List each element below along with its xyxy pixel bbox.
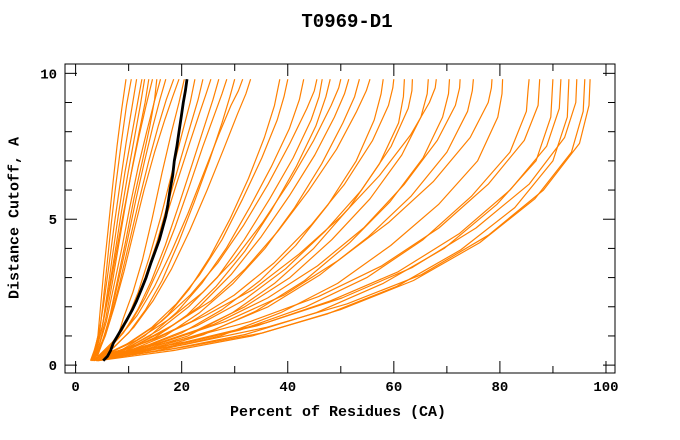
model-curve	[96, 78, 180, 357]
model-curve	[98, 79, 570, 362]
x-tick-label: 40	[279, 380, 296, 396]
model-curve	[97, 79, 323, 360]
model-curve	[101, 79, 586, 360]
model-curve	[96, 79, 405, 362]
model-curve	[97, 79, 504, 362]
highlight-curve	[102, 79, 189, 362]
model-curve	[100, 79, 318, 357]
model-curve	[92, 79, 132, 360]
y-tick-label: 5	[49, 213, 57, 229]
x-tick-label: 100	[593, 380, 618, 396]
model-curve	[97, 79, 451, 362]
model-curve	[102, 79, 591, 359]
model-curve	[94, 79, 252, 360]
model-curve	[100, 79, 413, 359]
x-tick-label: 80	[492, 380, 509, 396]
model-curve	[105, 79, 578, 357]
model-curve	[95, 79, 167, 359]
x-axis-label: Percent of Residues (CA)	[229, 404, 447, 421]
y-axis-label: Distance Cutoff, A	[6, 136, 24, 300]
model-curve	[98, 79, 384, 360]
model-curve	[103, 79, 493, 357]
model-curve	[98, 78, 244, 357]
model-curve	[97, 79, 350, 360]
y-tick-label: 0	[49, 359, 57, 375]
model-curve	[92, 79, 162, 360]
model-curve	[96, 79, 360, 362]
y-tick-label: 10	[40, 67, 57, 83]
model-curve	[99, 79, 554, 360]
model-curve	[94, 79, 150, 358]
model-curve	[106, 79, 541, 356]
chart-title: T0969-D1	[301, 11, 393, 33]
model-curve	[101, 79, 342, 357]
model-curve	[101, 79, 461, 359]
model-curve	[90, 79, 154, 361]
model-curve	[89, 79, 138, 361]
plot-border	[64, 63, 616, 374]
model-curve	[104, 79, 437, 356]
x-tick-label: 60	[385, 380, 402, 396]
x-tick-label: 20	[173, 380, 190, 396]
model-curve	[93, 78, 175, 360]
x-tick-label: 0	[71, 380, 79, 396]
model-curve	[99, 79, 371, 359]
